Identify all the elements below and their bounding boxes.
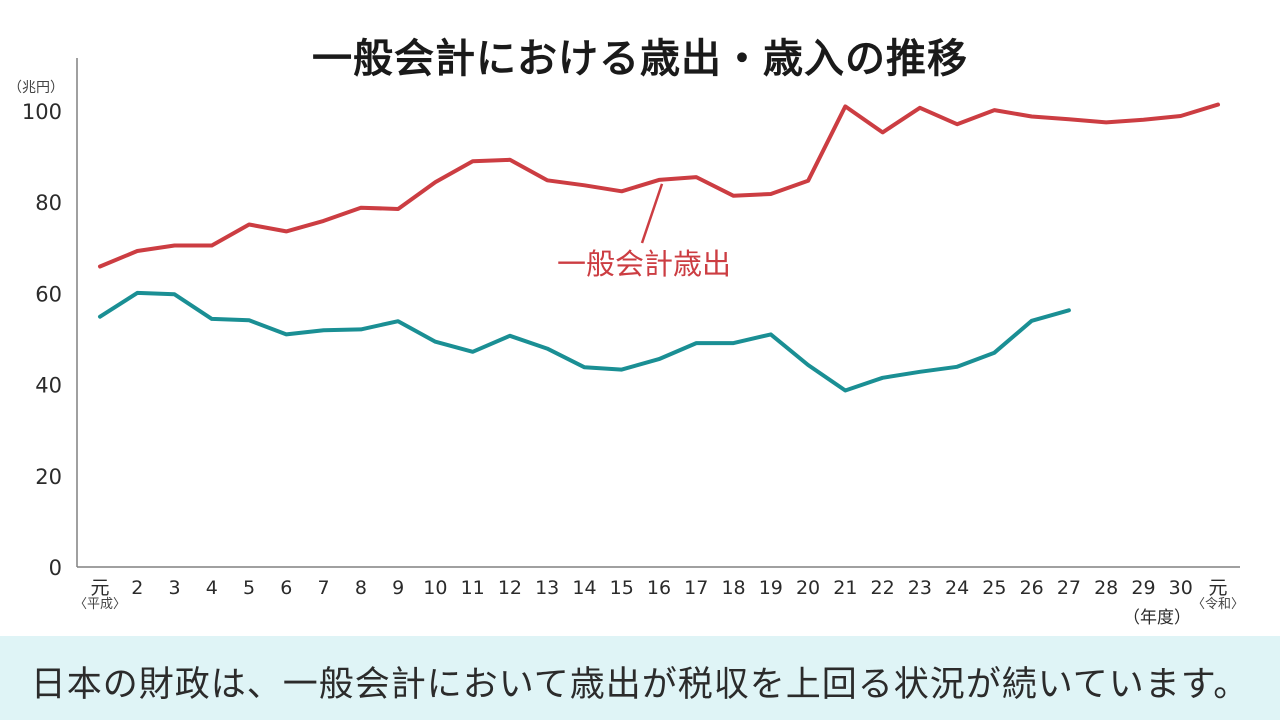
x-tick-label: 9 [392, 577, 404, 599]
x-tick-label: 16 [647, 577, 671, 599]
x-tick-label: 元 [90, 577, 109, 599]
x-tick-label: 20 [796, 577, 820, 599]
series-annotation-label: 一般会計歳出 [557, 247, 731, 281]
x-tick-label: 25 [982, 577, 1006, 599]
x-tick-label: 29 [1131, 577, 1155, 599]
era-label: 〈平成〉 [74, 597, 126, 612]
x-tick-label: 5 [243, 577, 255, 599]
x-tick-label: 6 [280, 577, 292, 599]
x-tick-label: 26 [1020, 577, 1044, 599]
series-annotation-leader [640, 183, 664, 244]
chart-title: 一般会計における歳出・歳入の推移 [312, 36, 968, 82]
x-tick-label: 22 [871, 577, 895, 599]
x-tick-label: 21 [833, 577, 857, 599]
era-label: 〈令和〉 [1192, 597, 1244, 612]
series-line-1 [98, 290, 1071, 393]
x-tick-label: 7 [318, 577, 330, 599]
y-axis-unit: （兆円） [8, 80, 64, 96]
caption-text: 日本の財政は、一般会計において歳出が税収を上回る状況が続いています。 [30, 665, 1250, 705]
x-tick-label: 17 [684, 577, 708, 599]
x-tick-label: 24 [945, 577, 969, 599]
x-tick-label: 8 [355, 577, 367, 599]
x-axis-label: （年度） [1123, 608, 1191, 628]
x-tick-label: 11 [461, 577, 485, 599]
x-tick-label: 2 [131, 577, 143, 599]
x-tick-label: 30 [1169, 577, 1193, 599]
y-tick-label: 80 [35, 191, 62, 215]
x-tick-label: 23 [908, 577, 932, 599]
x-tick-label: 15 [610, 577, 634, 599]
x-tick-label: 3 [168, 577, 180, 599]
x-tick-label: 14 [572, 577, 596, 599]
y-tick-label: 20 [35, 465, 62, 489]
x-tick-label: 18 [721, 577, 745, 599]
x-tick-label: 13 [535, 577, 559, 599]
x-tick-label: 4 [206, 577, 218, 599]
x-tick-label: 27 [1057, 577, 1081, 599]
series-line-0 [98, 102, 1220, 269]
y-tick-label: 100 [22, 100, 62, 124]
y-tick-label: 0 [49, 556, 62, 580]
y-tick-label: 40 [35, 374, 62, 398]
x-tick-label: 10 [423, 577, 447, 599]
y-tick-label: 60 [35, 282, 62, 306]
caption-bar [0, 636, 1280, 720]
x-tick-label: 19 [759, 577, 783, 599]
x-tick-label: 元 [1208, 577, 1227, 599]
x-tick-label: 12 [498, 577, 522, 599]
x-tick-label: 28 [1094, 577, 1118, 599]
